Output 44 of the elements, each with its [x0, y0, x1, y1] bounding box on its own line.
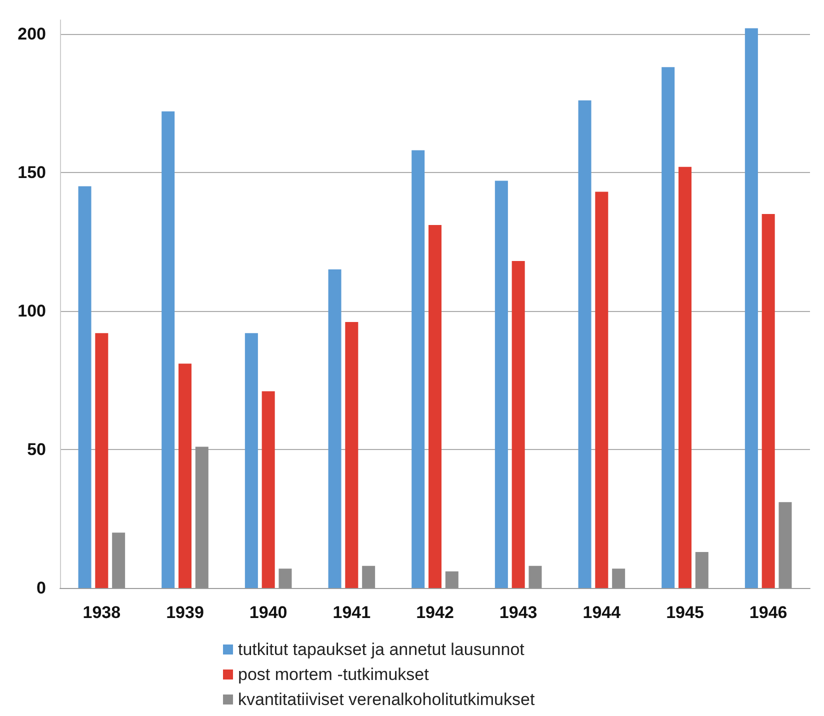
bar	[162, 111, 175, 588]
bar	[362, 566, 376, 588]
bar	[244, 333, 258, 588]
bar	[678, 166, 692, 588]
bar	[262, 391, 275, 588]
bar	[762, 214, 775, 588]
x-tick-label: 1940	[249, 603, 288, 622]
y-tick-label: 0	[36, 578, 46, 598]
x-tick-label: 1941	[332, 603, 371, 622]
x-tick-label: 1942	[416, 603, 454, 622]
bar	[494, 180, 508, 588]
bar	[695, 552, 708, 588]
bar	[412, 150, 425, 588]
y-tick-label: 200	[18, 24, 46, 44]
bar	[345, 322, 358, 588]
legend-label: kvantitatiiviset verenalkoholitutkimukset	[238, 690, 535, 709]
x-tick-label: 1944	[582, 603, 622, 622]
bar	[445, 571, 458, 588]
bar	[595, 192, 608, 588]
bar	[612, 568, 626, 588]
bar	[778, 502, 792, 588]
y-tick-label: 150	[18, 162, 46, 182]
x-tick-label: 1938	[82, 603, 121, 622]
legend-label: tutkitut tapaukset ja annetut lausunnot	[238, 640, 525, 659]
bar	[528, 566, 542, 588]
bar	[744, 28, 758, 588]
x-tick-label: 1943	[499, 603, 538, 622]
y-tick-label: 100	[18, 301, 46, 320]
bar	[428, 225, 442, 588]
bar	[78, 186, 92, 588]
bar	[278, 568, 292, 588]
x-tick-label: 1946	[749, 603, 788, 622]
bar	[328, 269, 342, 588]
legend-label: post mortem -tutkimukset	[238, 665, 430, 684]
y-tick-label: 50	[27, 440, 46, 459]
x-tick-label: 1939	[166, 603, 204, 622]
bar	[195, 446, 208, 588]
bar	[112, 532, 126, 588]
bar	[512, 261, 525, 588]
bar	[662, 67, 675, 588]
x-tick-label: 1945	[666, 603, 704, 622]
bar	[578, 100, 592, 588]
bar	[95, 333, 108, 588]
bar	[178, 364, 192, 588]
